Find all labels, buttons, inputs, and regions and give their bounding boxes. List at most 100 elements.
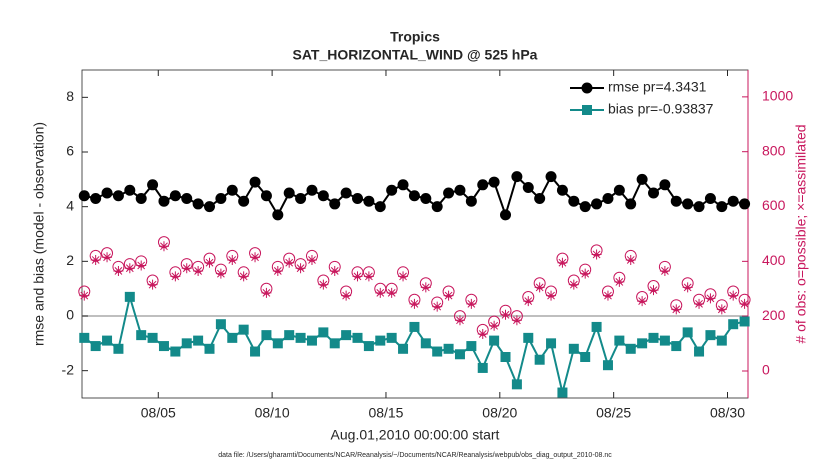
point bbox=[192, 198, 204, 210]
point bbox=[409, 298, 420, 309]
legend: rmse pr=4.3431 bias pr=-0.93837 bbox=[570, 79, 714, 117]
point bbox=[625, 343, 636, 354]
point bbox=[648, 285, 659, 296]
point bbox=[136, 330, 147, 341]
point bbox=[705, 330, 716, 341]
point bbox=[671, 341, 682, 352]
point bbox=[546, 338, 557, 349]
point bbox=[716, 335, 727, 346]
point bbox=[113, 343, 124, 354]
y-tick-label: -2 bbox=[62, 361, 75, 377]
point bbox=[318, 327, 329, 338]
point bbox=[295, 263, 306, 274]
point bbox=[124, 291, 135, 302]
point bbox=[113, 265, 124, 276]
point bbox=[432, 346, 443, 357]
y2-tick-label: 200 bbox=[762, 307, 786, 323]
point bbox=[556, 184, 568, 196]
point bbox=[272, 265, 283, 276]
point bbox=[739, 198, 751, 210]
point bbox=[79, 332, 90, 343]
point bbox=[614, 335, 625, 346]
point bbox=[193, 265, 204, 276]
point bbox=[477, 328, 488, 339]
point bbox=[238, 324, 249, 335]
point bbox=[261, 330, 272, 341]
x-tick-label: 08/25 bbox=[596, 405, 631, 421]
point bbox=[170, 271, 181, 282]
point bbox=[101, 187, 113, 199]
point bbox=[659, 265, 670, 276]
plot-frame bbox=[81, 69, 749, 399]
point bbox=[648, 332, 659, 343]
point bbox=[250, 252, 261, 263]
point bbox=[511, 379, 522, 390]
point bbox=[694, 346, 705, 357]
point bbox=[215, 192, 227, 204]
point bbox=[249, 176, 261, 188]
point bbox=[443, 290, 454, 301]
point bbox=[193, 335, 204, 346]
point bbox=[397, 179, 409, 191]
point bbox=[238, 195, 250, 207]
point bbox=[170, 346, 181, 357]
point bbox=[602, 290, 613, 301]
point bbox=[671, 304, 682, 315]
y-tick-label: 2 bbox=[66, 252, 74, 268]
point bbox=[443, 343, 454, 354]
point bbox=[613, 184, 625, 196]
chart-title: Tropics bbox=[390, 29, 440, 45]
point bbox=[500, 309, 511, 320]
point bbox=[375, 335, 386, 346]
point bbox=[580, 268, 591, 279]
point bbox=[727, 195, 739, 207]
point bbox=[477, 362, 488, 373]
point bbox=[329, 265, 340, 276]
point bbox=[386, 184, 398, 196]
point bbox=[579, 201, 591, 213]
point bbox=[306, 184, 318, 196]
point bbox=[682, 198, 694, 210]
point bbox=[716, 304, 727, 315]
y2-tick-label: 600 bbox=[762, 197, 786, 213]
point bbox=[112, 190, 124, 202]
point bbox=[523, 296, 534, 307]
point bbox=[363, 271, 374, 282]
point bbox=[158, 341, 169, 352]
point bbox=[283, 187, 295, 199]
point bbox=[454, 349, 465, 360]
x-axis-label: Aug.01,2010 00:00:00 start bbox=[331, 427, 500, 443]
point bbox=[500, 209, 512, 221]
x-tick-label: 08/05 bbox=[141, 405, 176, 421]
point bbox=[204, 201, 216, 213]
legend-label: rmse pr=4.3431 bbox=[608, 79, 707, 95]
point bbox=[568, 195, 580, 207]
point bbox=[79, 290, 90, 301]
point bbox=[454, 315, 465, 326]
point bbox=[398, 271, 409, 282]
point bbox=[398, 343, 409, 354]
point bbox=[238, 271, 249, 282]
point bbox=[341, 330, 352, 341]
point bbox=[637, 296, 648, 307]
point bbox=[694, 298, 705, 309]
y-tick-label: 0 bbox=[66, 307, 74, 323]
point bbox=[466, 298, 477, 309]
point bbox=[420, 282, 431, 293]
point bbox=[158, 241, 169, 252]
point bbox=[147, 179, 159, 191]
y2-tick-label: 1000 bbox=[762, 88, 793, 104]
point bbox=[523, 332, 534, 343]
point bbox=[306, 254, 317, 265]
x-tick-label: 08/15 bbox=[368, 405, 403, 421]
point bbox=[511, 315, 522, 326]
point bbox=[90, 254, 101, 265]
x-tick-label: 08/30 bbox=[710, 405, 745, 421]
point bbox=[363, 341, 374, 352]
point bbox=[352, 192, 364, 204]
y2-tick-label: 0 bbox=[762, 362, 770, 378]
point bbox=[215, 319, 226, 330]
point bbox=[374, 201, 386, 213]
point bbox=[465, 195, 477, 207]
